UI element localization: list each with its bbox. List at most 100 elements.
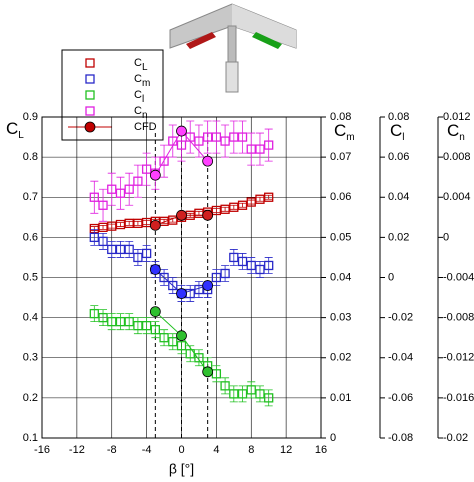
error-bar — [264, 389, 273, 407]
legend-label-main: C — [134, 89, 142, 101]
data-point — [133, 176, 143, 186]
y-tick-label: -0.08 — [388, 432, 413, 444]
legend-swatch — [85, 90, 95, 100]
error-bar — [116, 222, 125, 227]
data-point — [246, 144, 256, 154]
y-tick-label: 0.01 — [330, 392, 351, 404]
error-bar — [212, 365, 221, 383]
y-tick-label: 0.02 — [388, 231, 409, 243]
error-bar — [221, 206, 230, 212]
data-point — [246, 260, 256, 271]
error-bar — [107, 313, 116, 331]
data-point — [237, 200, 248, 210]
x-tick-label: -12 — [69, 444, 85, 456]
axis-title-sub: m — [346, 132, 354, 143]
y-tick-label: -0.012 — [443, 352, 474, 364]
error-bar — [133, 249, 142, 266]
axis-title-sub: l — [402, 132, 404, 143]
y-tick-label: 0 — [443, 231, 449, 243]
y-tick-label: 0.2 — [23, 392, 38, 404]
data-point — [98, 312, 108, 323]
data-point — [124, 244, 134, 255]
y-tick-label: 0 — [330, 432, 336, 444]
data-point — [89, 308, 99, 319]
error-bar — [255, 196, 264, 202]
legend-label-sub: n — [142, 110, 148, 121]
x-tick-label: -16 — [34, 444, 50, 456]
data-point — [159, 216, 169, 226]
error-bar — [221, 124, 230, 158]
error-bar — [107, 172, 116, 206]
legend-label: CFD — [134, 121, 157, 133]
error-bar — [238, 202, 247, 208]
error-bar — [116, 176, 125, 210]
error-bar — [247, 199, 256, 205]
data-point — [255, 194, 265, 204]
x-tick-label: -8 — [107, 444, 117, 456]
axis-title-main: C — [447, 121, 459, 140]
error-bar — [125, 313, 134, 331]
cfd-point — [202, 366, 214, 378]
error-bar — [160, 329, 169, 347]
cfd-point — [176, 330, 187, 342]
data-point — [115, 188, 126, 198]
error-bar — [247, 257, 256, 274]
error-bar — [90, 305, 99, 323]
data-point — [141, 217, 152, 228]
data-point — [159, 156, 169, 166]
y-tick-label: -0.004 — [443, 271, 474, 283]
data-point — [98, 222, 108, 232]
error-bar — [255, 385, 264, 403]
legend-label: Cm — [134, 73, 150, 89]
axis-title-main: C — [6, 119, 18, 138]
data-point — [141, 248, 152, 259]
error-bar — [194, 124, 203, 158]
y-tick-label: 0.06 — [388, 151, 409, 163]
error-bar — [264, 194, 273, 200]
data-point — [229, 252, 239, 263]
error-bar — [116, 313, 125, 331]
data-point — [237, 132, 248, 142]
error-bar — [186, 120, 195, 154]
error-bar — [142, 245, 151, 262]
data-point — [150, 325, 160, 335]
error-bar — [142, 220, 151, 225]
data-point — [107, 244, 117, 255]
error-bar — [90, 228, 99, 246]
data-point — [124, 218, 134, 228]
y-tick-label: 0.07 — [330, 151, 351, 163]
data-point — [176, 341, 187, 351]
data-point — [141, 164, 152, 174]
legend-box — [61, 49, 164, 141]
data-point — [220, 204, 230, 214]
data-point — [107, 316, 117, 327]
y-tick-label: 0.05 — [330, 231, 351, 243]
data-point — [229, 132, 239, 142]
y-tick-label: 0.012 — [443, 111, 471, 123]
x-tick-label: 8 — [248, 444, 254, 456]
error-bar — [133, 164, 142, 198]
error-bar — [247, 381, 256, 399]
legend-label-sub: L — [142, 62, 148, 73]
error-bar — [229, 385, 238, 403]
data-point — [246, 197, 256, 207]
x-axis-label: β [°] — [169, 461, 194, 477]
y-tick-label: -0.016 — [443, 392, 474, 404]
error-bar — [203, 120, 212, 154]
y-tick-label: 0.5 — [23, 271, 38, 283]
legend-swatch — [85, 74, 95, 84]
y-tick-label: 0.8 — [23, 151, 38, 163]
data-point — [229, 389, 239, 399]
data-point — [133, 218, 143, 228]
data-point — [246, 385, 256, 395]
cfd-point — [149, 264, 161, 275]
cfd-point — [149, 306, 161, 318]
legend-label: Cn — [134, 105, 148, 121]
data-point — [124, 184, 134, 194]
data-point — [168, 337, 178, 347]
cfd-point — [202, 280, 214, 291]
cfd-point — [202, 209, 214, 221]
data-point — [264, 393, 274, 403]
